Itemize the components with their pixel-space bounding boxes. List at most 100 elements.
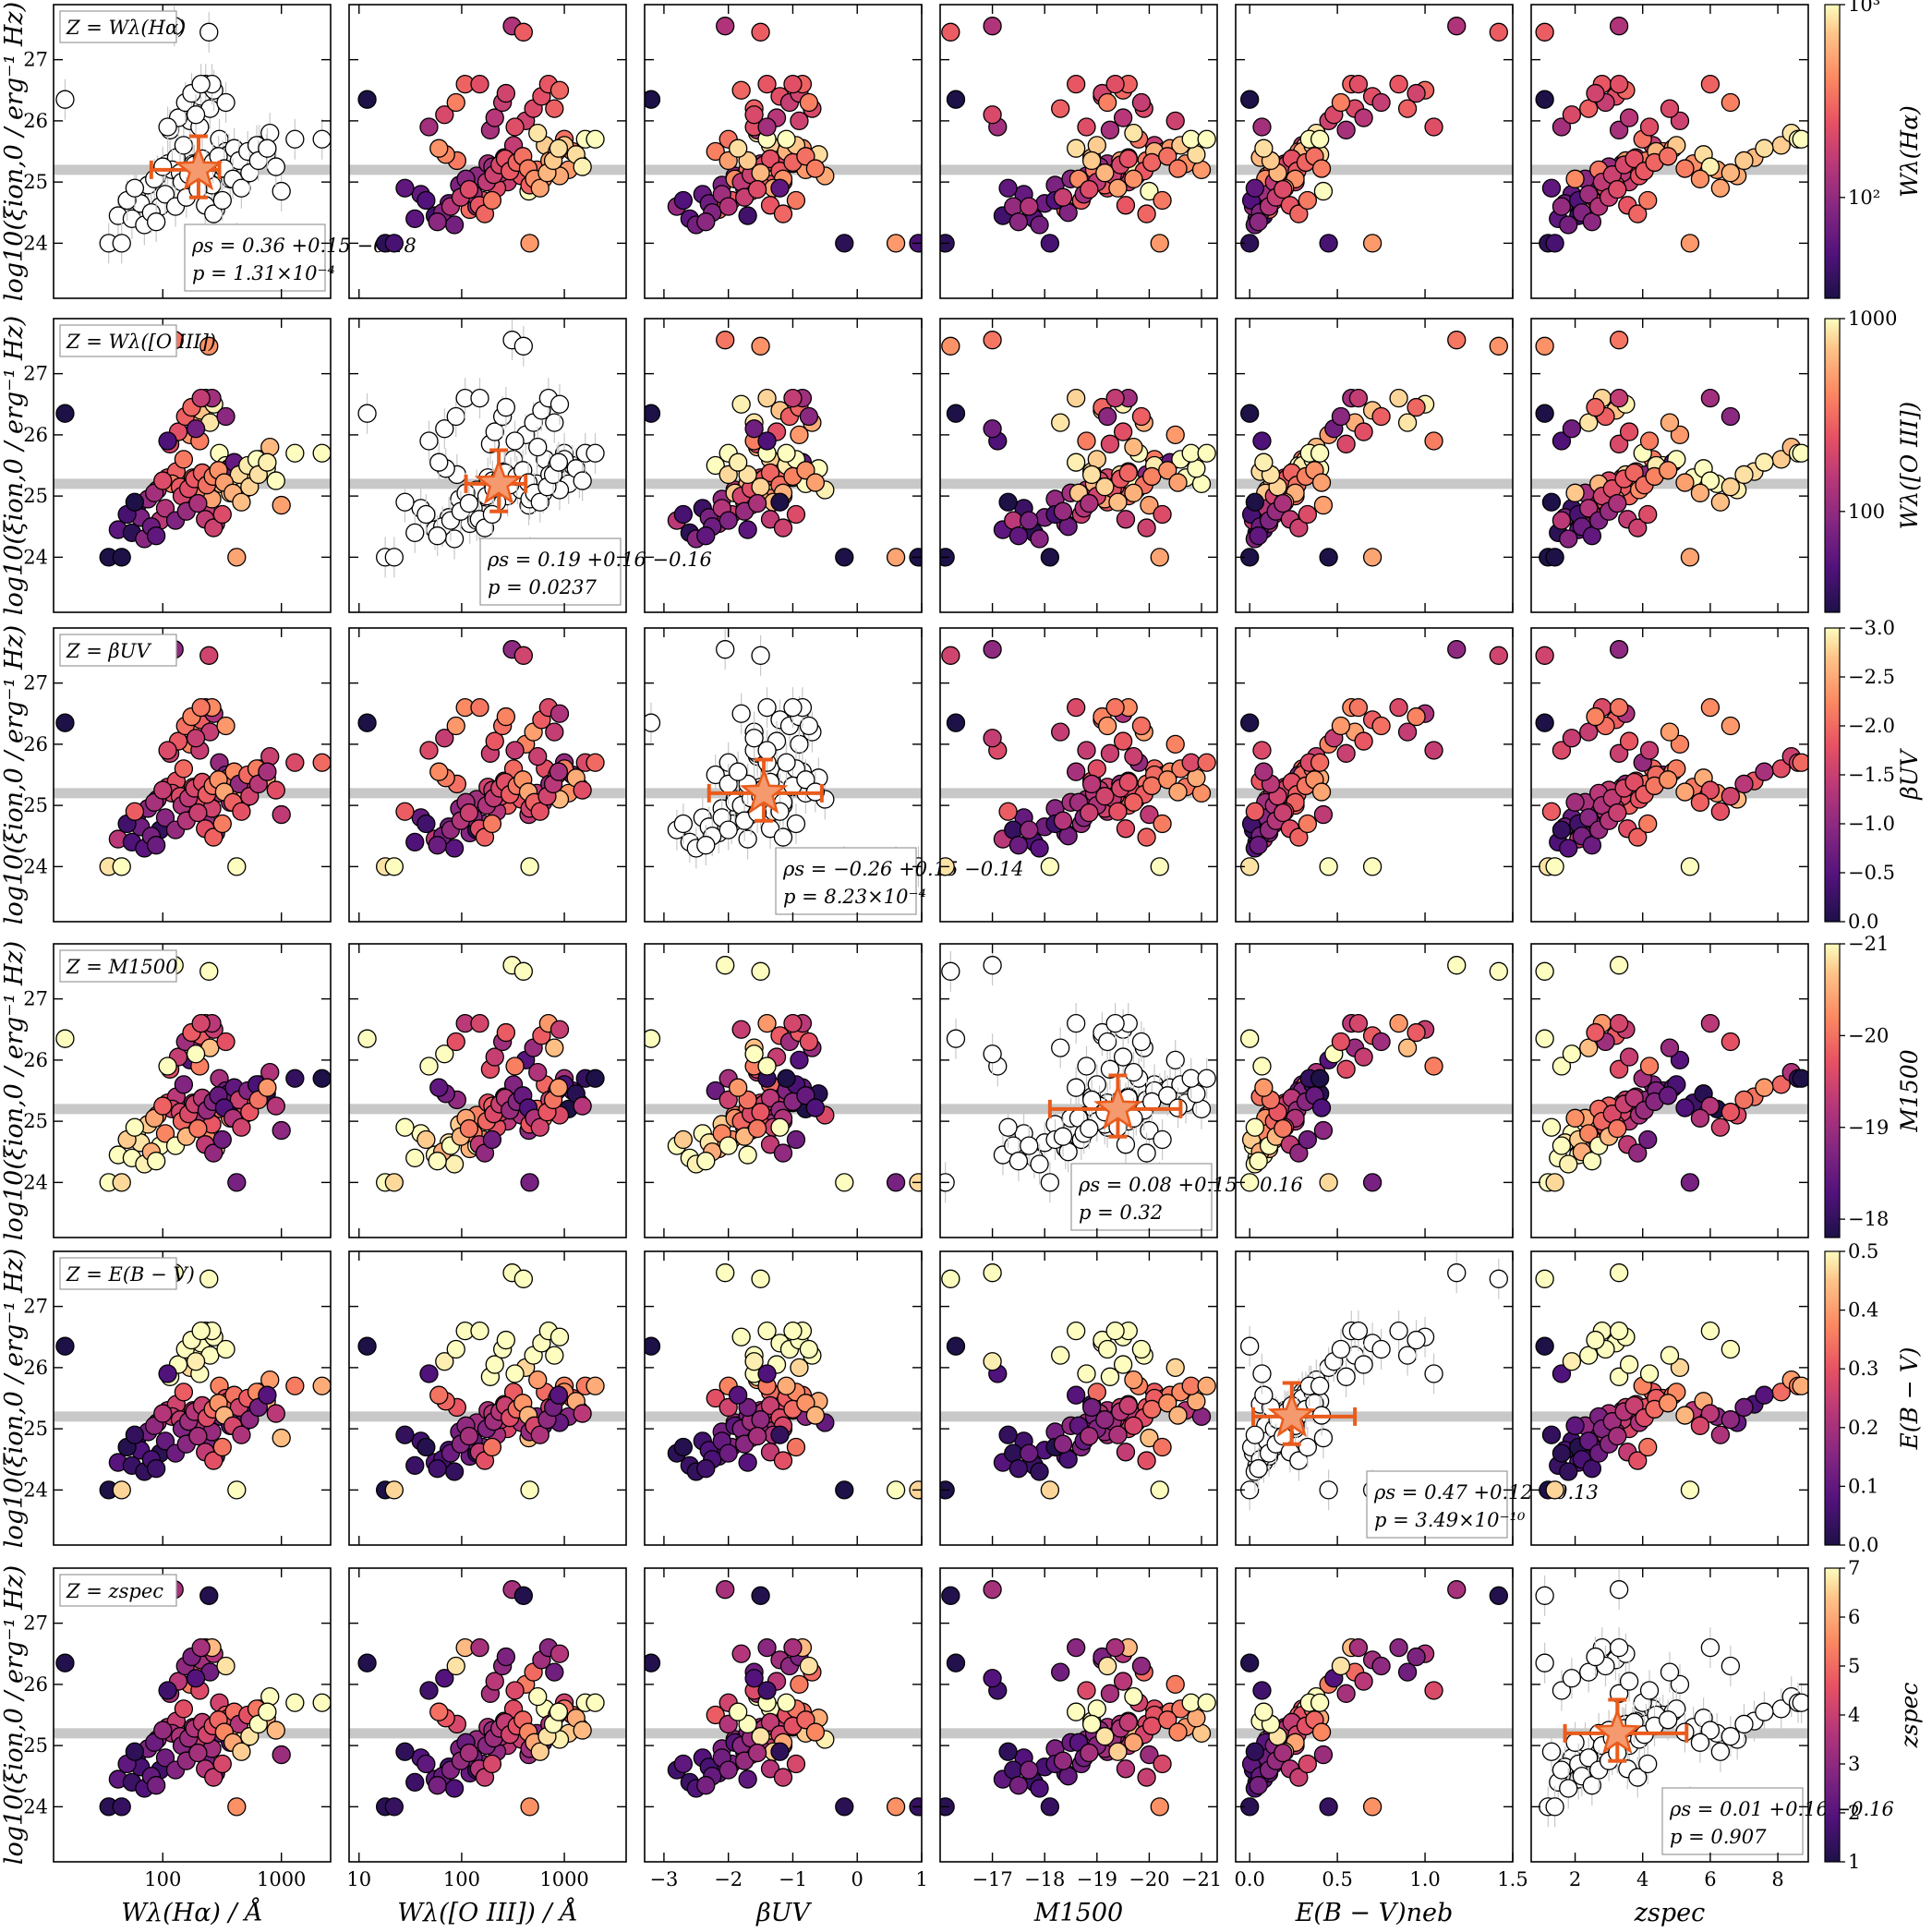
x-tick-label: −1 — [779, 1868, 807, 1890]
data-point — [513, 1586, 533, 1605]
data-point — [1150, 857, 1169, 876]
data-point — [1077, 117, 1096, 137]
colorbar-label: E(B − V) — [1896, 1346, 1923, 1450]
data-point — [1609, 1637, 1629, 1658]
x-tick-label: 8 — [1771, 1868, 1783, 1890]
data-point — [272, 1745, 291, 1765]
data-point — [216, 1656, 235, 1676]
data-point — [1389, 1013, 1408, 1033]
panel-frame — [348, 627, 627, 923]
panel-frame — [1235, 4, 1514, 299]
data-point — [1336, 743, 1356, 763]
panel-woiii-vs-wha: 24 25 26 27 Z = Wλ([O III]) — [23, 318, 332, 613]
y-tick-label: 25 — [23, 485, 48, 507]
data-point — [1311, 782, 1332, 802]
x-tick-label: 4 — [1636, 1868, 1648, 1890]
data-point — [155, 1431, 175, 1451]
x-tick-label: −19 — [1077, 1868, 1117, 1890]
data-point — [258, 453, 277, 472]
data-point — [886, 234, 906, 253]
data-point — [1489, 1269, 1508, 1288]
data-points — [357, 1263, 605, 1500]
stat-box-frame — [1366, 1470, 1508, 1539]
data-point — [777, 1069, 796, 1088]
data-point — [1559, 1154, 1578, 1174]
panel-frame — [53, 943, 332, 1238]
data-point — [530, 492, 549, 512]
colorbar-tick-label: 0.4 — [1848, 1299, 1878, 1322]
data-points — [1240, 1580, 1508, 1817]
data-point — [1252, 1681, 1272, 1700]
data-point — [757, 1321, 777, 1341]
colorbar-tick-label: −3.0 — [1848, 617, 1895, 639]
data-point — [696, 1459, 716, 1479]
data-point — [204, 827, 223, 847]
data-point — [1545, 548, 1564, 567]
y-tick-label: 27 — [23, 1612, 48, 1635]
data-point — [204, 518, 223, 537]
data-point — [112, 234, 131, 253]
data-point — [312, 443, 331, 463]
data-point — [258, 1078, 277, 1097]
data-point — [459, 1118, 479, 1139]
data-point — [706, 141, 725, 162]
panel-zspec-vs-ebv: 0.0 0.5 1.0 1.5 — [1234, 1567, 1528, 1890]
data-point — [1675, 1406, 1695, 1425]
data-point — [738, 520, 757, 539]
data-point — [1552, 197, 1572, 216]
data-point — [549, 80, 570, 100]
data-point — [227, 1173, 247, 1192]
panel-frame — [1530, 4, 1809, 299]
data-point — [1354, 1047, 1373, 1067]
data-point — [731, 80, 751, 100]
data-point — [357, 1029, 377, 1048]
data-point — [696, 836, 716, 855]
data-point — [272, 495, 291, 515]
z-label: Z = M1500 — [66, 956, 177, 978]
data-point — [673, 814, 694, 834]
data-point — [1153, 1437, 1172, 1457]
data-point — [1397, 99, 1418, 118]
data-point — [1245, 492, 1265, 512]
data-point — [459, 1743, 479, 1763]
data-point — [155, 185, 175, 204]
data-points — [645, 331, 922, 567]
data-point — [1721, 1727, 1741, 1746]
data-point — [1168, 782, 1188, 802]
data-point — [718, 197, 738, 216]
data-point — [738, 1090, 757, 1110]
data-point — [738, 1145, 757, 1165]
data-point — [1710, 802, 1731, 821]
data-point — [1710, 1117, 1731, 1137]
data-point — [446, 92, 465, 113]
data-point — [1311, 159, 1332, 178]
data-point — [186, 1044, 206, 1064]
data-point — [1158, 147, 1177, 166]
data-point — [941, 1269, 960, 1288]
data-point — [520, 1797, 539, 1817]
y-tick-label: 24 — [23, 1171, 48, 1193]
data-point — [1080, 493, 1099, 513]
data-point — [1331, 1656, 1351, 1676]
data-point — [199, 961, 219, 981]
data-point — [998, 492, 1018, 512]
x-axis-label-beta: βUV — [755, 1899, 812, 1927]
data-point — [1298, 1437, 1317, 1457]
data-point — [1254, 762, 1274, 781]
panel-frame — [939, 318, 1218, 613]
panel-frame — [53, 1250, 332, 1546]
data-point — [191, 1321, 211, 1341]
data-point — [312, 1069, 331, 1088]
data-point — [760, 1088, 780, 1108]
data-point — [1371, 1339, 1391, 1359]
data-point — [513, 22, 533, 42]
data-point — [783, 1637, 803, 1658]
data-point — [1067, 1702, 1086, 1721]
data-point — [946, 404, 966, 423]
data-point — [513, 961, 533, 981]
colorbar-tick-label: 7 — [1848, 1557, 1860, 1579]
data-point — [1535, 1586, 1554, 1605]
panel-frame — [644, 318, 923, 613]
data-point — [1792, 129, 1808, 149]
data-point — [1659, 1394, 1678, 1413]
